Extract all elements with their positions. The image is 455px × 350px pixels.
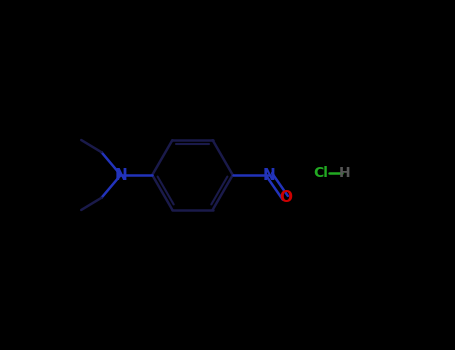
Text: Cl: Cl	[313, 166, 328, 180]
Text: O: O	[279, 190, 292, 205]
Text: N: N	[263, 168, 276, 182]
Text: N: N	[114, 168, 127, 182]
Text: H: H	[339, 166, 350, 180]
